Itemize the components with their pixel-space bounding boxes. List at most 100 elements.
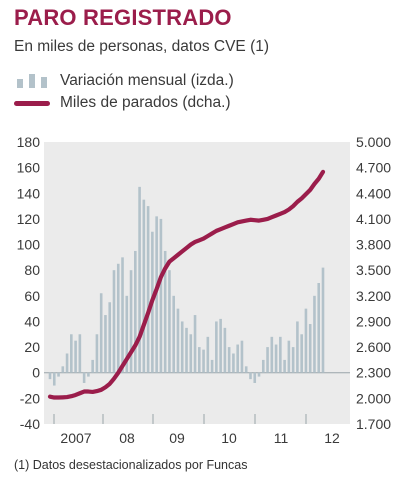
bar-monthly-variation	[48, 372, 52, 380]
bar-monthly-variation	[65, 353, 69, 373]
y-left-tick-label: 120	[17, 211, 41, 227]
y-right-tick-label: 2.000	[356, 390, 391, 406]
legend-bars-swatch	[14, 74, 50, 88]
bar-monthly-variation	[244, 366, 248, 373]
bar-monthly-variation	[52, 372, 56, 386]
y-left-tick-label: 40	[24, 313, 40, 329]
bar-monthly-variation	[198, 347, 201, 373]
y-left-tick-label: 80	[24, 262, 40, 278]
y-left-tick-label: -40	[20, 416, 40, 432]
y-left-tick-label: 100	[17, 237, 41, 253]
footnote: (1) Datos desestacionalizados por Funcas	[14, 458, 248, 472]
bar-monthly-variation	[189, 334, 193, 373]
y-right-tick-label: 2.300	[356, 365, 391, 381]
bar-monthly-variation	[95, 334, 99, 373]
chart-subtitle: En miles de personas, datos CVE (1)	[14, 38, 270, 55]
bar-monthly-variation	[70, 334, 73, 373]
y-left-tick-label: -20	[20, 390, 40, 406]
bar-monthly-variation	[57, 372, 60, 377]
bar-monthly-variation	[215, 321, 218, 373]
bar-monthly-variation	[287, 340, 291, 373]
bar-monthly-variation	[227, 347, 231, 373]
bar-monthly-variation	[257, 372, 261, 377]
bar-monthly-variation	[146, 206, 150, 373]
bar-monthly-variation	[296, 321, 299, 373]
y-left-tick-label: 140	[17, 185, 41, 201]
bar-monthly-variation	[283, 359, 286, 373]
bar-monthly-variation	[291, 347, 295, 373]
y-left-tick-label: 180	[17, 134, 41, 150]
plot-background	[44, 142, 350, 424]
bar-monthly-variation	[87, 372, 90, 377]
y-left-tick-label: 0	[32, 365, 40, 381]
y-right-tick-label: 1.700	[356, 416, 391, 432]
x-tick-label: 12	[324, 430, 340, 446]
bar-monthly-variation	[159, 218, 163, 373]
bar-monthly-variation	[116, 263, 120, 373]
bar-monthly-variation	[223, 327, 227, 373]
bar-monthly-variation	[163, 250, 167, 373]
bar-monthly-variation	[206, 336, 210, 373]
bar-monthly-variation	[172, 295, 175, 373]
bar-monthly-variation	[304, 308, 308, 373]
bar-monthly-variation	[168, 270, 171, 373]
bar-monthly-variation	[134, 250, 137, 373]
legend-line-swatch	[14, 100, 50, 106]
bar-monthly-variation	[78, 334, 82, 373]
bar-monthly-variation	[261, 359, 265, 373]
bar-monthly-variation	[202, 349, 205, 373]
bar-monthly-variation	[279, 336, 282, 373]
bar-monthly-variation	[74, 340, 77, 373]
y-right-tick-label: 3.500	[356, 262, 391, 278]
bar-monthly-variation	[121, 257, 124, 373]
x-tick-label: 10	[221, 430, 237, 446]
bar-monthly-variation	[99, 293, 103, 373]
bar-monthly-variation	[104, 315, 107, 373]
bar-monthly-variation	[125, 295, 129, 373]
bar-monthly-variation	[176, 308, 180, 373]
bar-monthly-variation	[317, 283, 321, 373]
legend-item-line: Miles de parados (dcha.)	[14, 94, 231, 112]
bar-monthly-variation	[108, 302, 112, 373]
bar-monthly-variation	[185, 327, 188, 373]
legend-bars-label: Variación mensual (izda.)	[60, 72, 234, 89]
bar-monthly-variation	[232, 353, 235, 373]
bar-monthly-variation	[300, 334, 303, 373]
legend-line-label: Miles de parados (dcha.)	[60, 94, 231, 111]
bar-monthly-variation	[129, 270, 133, 373]
y-right-tick-label: 3.800	[356, 237, 391, 253]
y-right-tick-label: 5.000	[356, 134, 391, 150]
y-left-tick-label: 160	[17, 160, 41, 176]
bar-monthly-variation	[138, 186, 141, 373]
x-tick-label: 11	[274, 430, 289, 446]
bar-monthly-variation	[308, 324, 312, 373]
bar-monthly-variation	[274, 344, 278, 373]
y-right-tick-label: 4.100	[356, 211, 391, 227]
bar-monthly-variation	[253, 372, 257, 383]
y-right-tick-label: 2.600	[356, 339, 391, 355]
bar-monthly-variation	[112, 270, 116, 373]
bar-monthly-variation	[249, 372, 252, 380]
bar-monthly-variation	[266, 347, 269, 373]
y-right-tick-label: 3.200	[356, 288, 391, 304]
bar-monthly-variation	[219, 318, 222, 373]
bar-monthly-variation	[236, 344, 239, 373]
bar-monthly-variation	[91, 359, 94, 373]
y-right-tick-label: 4.700	[356, 160, 391, 176]
y-left-tick-label: 60	[24, 288, 40, 304]
bar-monthly-variation	[193, 315, 197, 373]
bar-monthly-variation	[313, 295, 316, 373]
bar-monthly-variation	[270, 336, 274, 373]
y-left-tick-label: 20	[24, 339, 40, 355]
bar-monthly-variation	[321, 267, 325, 373]
x-tick-label: 09	[169, 430, 185, 446]
line-unemployed-thousands	[47, 169, 326, 400]
bar-monthly-variation	[82, 372, 86, 383]
bar-monthly-variation	[142, 199, 146, 373]
y-right-tick-label: 4.400	[356, 185, 391, 201]
bar-monthly-variation	[240, 340, 244, 373]
legend-item-bars: Variación mensual (izda.)	[14, 72, 234, 90]
bar-monthly-variation	[61, 366, 65, 373]
bar-monthly-variation	[210, 359, 214, 373]
